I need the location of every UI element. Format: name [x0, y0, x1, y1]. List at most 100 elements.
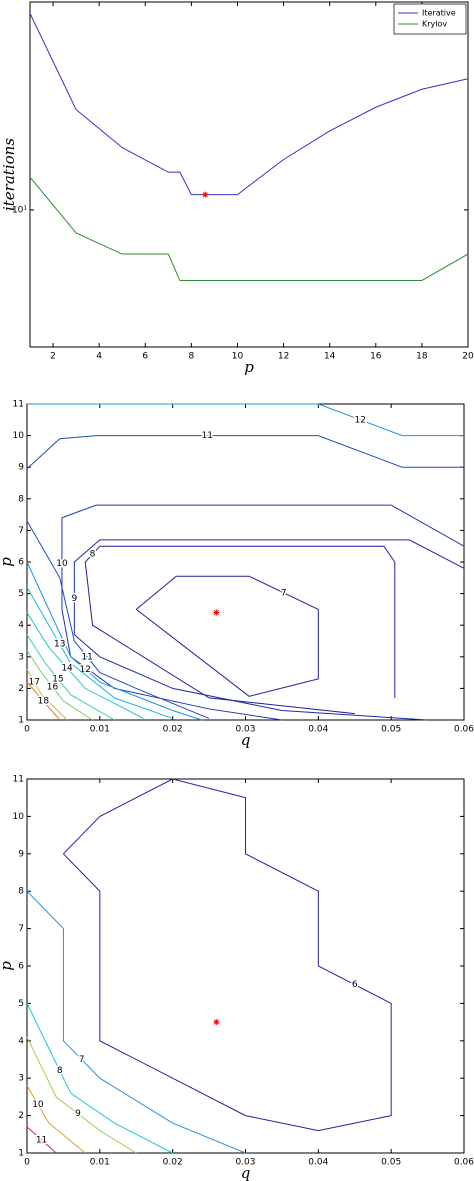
x-axis-label: q: [241, 731, 251, 749]
series-line: [29, 176, 469, 281]
contour-label: 9: [75, 1109, 81, 1119]
x-tick-label: 0.06: [454, 725, 474, 735]
contour-line: [27, 403, 464, 437]
contour-label: 16: [47, 682, 59, 692]
y-tick-label: 11: [13, 775, 24, 785]
contour-label: 8: [90, 550, 96, 560]
contour-line: [26, 669, 68, 721]
y-tick-label: 2: [18, 684, 24, 694]
x-tick-label: 0: [24, 725, 30, 735]
y-tick-label: 1: [18, 1149, 24, 1159]
optimum-marker: [213, 609, 220, 616]
y-tick-label: 5: [18, 999, 24, 1009]
y-axis-label: iterations: [0, 138, 18, 211]
contour-line: [26, 587, 173, 719]
x-tick-label: 0.02: [163, 1158, 183, 1168]
y-tick-label: 11: [13, 400, 24, 410]
x-axis-label: p: [244, 358, 254, 376]
contour-line: [26, 1003, 173, 1154]
contour-line: [26, 1036, 137, 1154]
x-tick-label: 0.02: [163, 725, 183, 735]
contour-label: 14: [61, 663, 73, 673]
contour-line: [26, 1085, 86, 1154]
contour-line: [135, 575, 319, 697]
y-tick-label: 7: [18, 526, 24, 536]
y-tick-label: 9: [18, 849, 24, 859]
chart: 00.010.020.030.040.050.061234567891011qp…: [0, 400, 474, 750]
x-tick-label: 14: [324, 352, 336, 362]
plot-frame: [29, 1, 469, 348]
x-tick-label: 16: [370, 352, 382, 362]
optimum-marker: [202, 191, 209, 198]
x-tick-label: 0.01: [90, 1158, 110, 1168]
contour-label: 6: [352, 980, 358, 990]
contour-label: 12: [80, 665, 91, 675]
x-tick-label: 0.04: [308, 725, 328, 735]
contour-label: 11: [202, 431, 213, 441]
y-tick-label: 4: [18, 621, 24, 631]
contour-label: 7: [79, 1055, 85, 1065]
y-tick-label: 10: [13, 812, 25, 822]
x-tick-label: 6: [142, 352, 148, 362]
plot-frame: [26, 403, 465, 721]
contour-line: [73, 539, 465, 721]
legend-label: Krylov: [422, 20, 447, 29]
x-tick-label: 0.06: [454, 1158, 474, 1168]
chart: 00.010.020.030.040.050.061234567891011qp…: [0, 775, 474, 1181]
contour-line: [26, 890, 246, 1154]
contour-line: [26, 435, 464, 470]
contour-label: 18: [38, 697, 50, 707]
y-tick-label: 5: [18, 589, 24, 599]
y-axis-label: p: [0, 961, 15, 971]
y-tick-label: 4: [18, 1036, 24, 1046]
y-tick-label: 8: [18, 494, 24, 504]
contour-line: [26, 650, 93, 721]
x-tick-label: 4: [96, 352, 102, 362]
contour-line: [26, 1126, 57, 1154]
x-tick-label: 12: [278, 352, 289, 362]
y-tick-label: 2: [18, 1111, 24, 1121]
x-tick-label: 0.01: [90, 725, 110, 735]
contour-label: 12: [354, 415, 365, 425]
y-tick-label: 6: [18, 962, 24, 972]
contour-label: 8: [57, 1066, 63, 1076]
contour-label: 10: [56, 559, 68, 569]
x-tick-label: 0: [24, 1158, 30, 1168]
legend-box: [393, 3, 467, 35]
contour-line: [26, 681, 61, 721]
x-tick-label: 0.05: [381, 725, 401, 735]
y-tick-label: 10: [13, 431, 25, 441]
chart: 2 4 6 8 10 12 14 16 18 20 10¹ p iterations Iterative K…: [0, 1, 474, 376]
contour-label: 10: [32, 1100, 44, 1110]
contour-line: [26, 612, 144, 719]
x-tick-label: 8: [189, 352, 195, 362]
x-axis-label: q: [241, 1164, 251, 1181]
y-tick-label: 7: [18, 924, 24, 934]
x-tick-label: 20: [462, 352, 474, 362]
contour-label: 11: [36, 1135, 47, 1145]
x-tick-label: 0.03: [235, 1158, 255, 1168]
contour-line: [26, 634, 115, 721]
x-tick-label: 10: [232, 352, 244, 362]
contour-label: 11: [81, 652, 92, 662]
contour-line: [61, 504, 465, 721]
x-tick-label: 0.04: [308, 1158, 328, 1168]
legend-label: Iterative: [422, 9, 456, 18]
y-tick-label: 6: [18, 558, 24, 568]
contour-line: [26, 561, 202, 721]
contour-label: 15: [52, 674, 63, 684]
y-tick-label: 10¹: [12, 205, 27, 215]
x-tick-label: 0.03: [235, 725, 255, 735]
y-axis-label: p: [0, 557, 15, 567]
contour-line: [63, 778, 392, 1132]
contour-label: 13: [54, 640, 65, 650]
y-tick-label: 9: [18, 463, 24, 473]
contour-label: 7: [281, 588, 287, 598]
optimum-marker: [213, 1019, 220, 1026]
y-tick-label: 1: [18, 716, 24, 726]
x-tick-label: 18: [416, 352, 428, 362]
y-tick-label: 3: [18, 652, 24, 662]
contour-line: [84, 545, 396, 715]
contour-line: [26, 520, 210, 719]
